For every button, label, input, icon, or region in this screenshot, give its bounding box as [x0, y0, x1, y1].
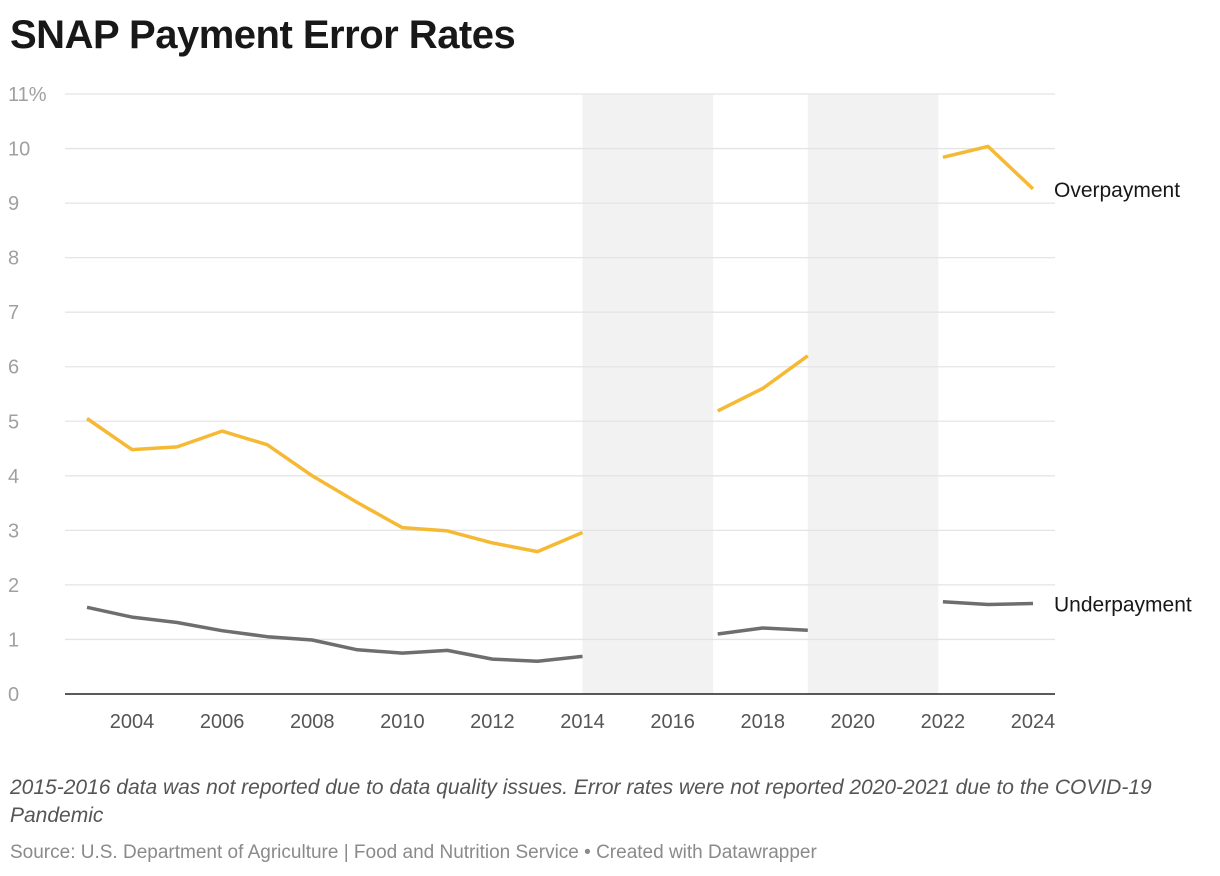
y-tick-label-8: 8: [8, 248, 19, 270]
y-tick-label-3: 3: [8, 520, 19, 542]
y-tick-label-5: 5: [8, 411, 19, 433]
series-lines: [86, 144, 1035, 664]
chart-note: 2015-2016 data was not reported due to d…: [10, 776, 1152, 827]
chart-source: Source: U.S. Department of Agriculture |…: [10, 842, 817, 863]
underpayment-line-segment-2: [942, 600, 1034, 607]
x-tick-label-2020: 2020: [831, 711, 876, 733]
series-labels: Overpayment Underpayment: [1054, 179, 1192, 617]
x-tick-label-2012: 2012: [470, 711, 515, 733]
underpayment-series-label: Underpayment: [1054, 593, 1192, 616]
y-tick-label-1: 1: [8, 629, 19, 651]
x-tick-label-2022: 2022: [921, 711, 966, 733]
y-tick-label-6: 6: [8, 357, 19, 379]
y-tick-label-10: 10: [8, 139, 30, 161]
y-tick-label-11: 11%: [8, 84, 47, 106]
underpayment-line-segment-0: [86, 605, 583, 664]
shaded-range-1: [807, 94, 939, 694]
x-tick-label-2024: 2024: [1011, 711, 1056, 733]
x-axis-tick-labels: 2004 2006 2008 2010 2012 2014 2016 2018 2020 2022…: [110, 711, 1055, 733]
line-chart: 0 1 2 3 4 5 6 7 8 9 10 11% 2004 2006 2008 2010 2012 2014…: [8, 84, 1192, 733]
y-tick-label-7: 7: [8, 302, 19, 324]
shaded-range-0: [582, 94, 714, 694]
overpayment-line-segment-2: [942, 144, 1035, 191]
y-tick-label-0: 0: [8, 684, 19, 706]
overpayment-series-label: Overpayment: [1054, 179, 1180, 202]
x-tick-label-2004: 2004: [110, 711, 155, 733]
underpayment-line-segment-1: [717, 626, 808, 636]
x-tick-label-2010: 2010: [380, 711, 425, 733]
x-tick-label-2006: 2006: [200, 711, 245, 733]
x-tick-label-2014: 2014: [560, 711, 605, 733]
overpayment-line-segment-0: [86, 417, 584, 554]
y-tick-label-9: 9: [8, 193, 19, 215]
overpayment-line-segment-1: [716, 354, 809, 413]
y-tick-label-2: 2: [8, 575, 19, 597]
x-tick-label-2016: 2016: [650, 711, 695, 733]
unreported-period-shading: [582, 94, 939, 694]
gridlines: [65, 93, 1055, 641]
x-tick-label-2008: 2008: [290, 711, 335, 733]
chart-title: SNAP Payment Error Rates: [10, 13, 516, 57]
y-axis-tick-labels: 0 1 2 3 4 5 6 7 8 9 10 11%: [8, 84, 47, 706]
x-tick-label-2018: 2018: [740, 711, 785, 733]
y-tick-label-4: 4: [8, 466, 19, 488]
